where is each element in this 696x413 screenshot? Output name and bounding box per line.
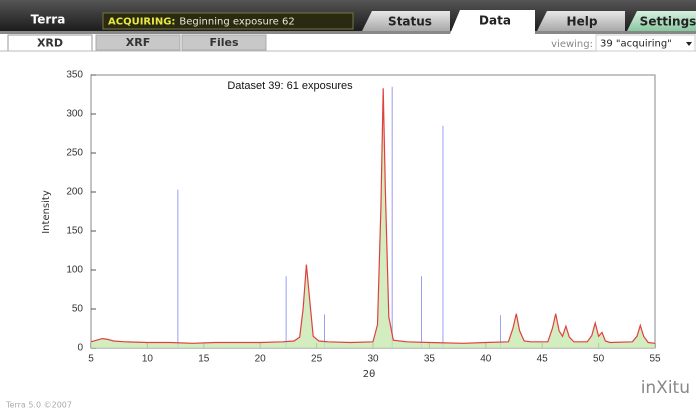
x-tick-label: 40 bbox=[480, 354, 492, 365]
subtab-label[interactable]: Files bbox=[209, 36, 239, 49]
peak-fill bbox=[91, 88, 655, 349]
y-tick-label: 200 bbox=[66, 187, 83, 198]
x-tick-label: 30 bbox=[367, 354, 379, 365]
version-text: Terra 5.0 ©2007 bbox=[5, 401, 72, 410]
x-tick-label: 10 bbox=[142, 354, 154, 365]
status-label: ACQUIRING: bbox=[108, 17, 175, 28]
y-tick-label: 50 bbox=[72, 304, 84, 315]
status-box bbox=[102, 12, 354, 30]
tab[interactable] bbox=[537, 11, 625, 31]
top-bar-edge bbox=[0, 31, 696, 34]
viewing-select[interactable] bbox=[595, 34, 696, 52]
y-tick-label: 250 bbox=[66, 148, 83, 159]
tab-label[interactable]: Data bbox=[479, 14, 511, 28]
y-axis-label: Intensity bbox=[41, 190, 52, 234]
y-tick-label: 350 bbox=[66, 70, 83, 81]
x-tick-label: 55 bbox=[649, 354, 661, 365]
x-tick-label: 45 bbox=[537, 354, 549, 365]
tab[interactable] bbox=[362, 11, 450, 31]
tab-label[interactable]: Status bbox=[388, 15, 432, 29]
intensity-line bbox=[90, 88, 656, 344]
plot-frame bbox=[90, 74, 656, 349]
subtab[interactable] bbox=[181, 34, 267, 51]
status-message: ACQUIRING: Beginning exposure 62 bbox=[108, 17, 295, 28]
y-tick-label: 100 bbox=[66, 265, 83, 276]
subtab[interactable] bbox=[95, 34, 181, 51]
tab-label[interactable]: Settings bbox=[640, 15, 696, 29]
app-name: Terra bbox=[31, 13, 66, 27]
y-tick-label: 150 bbox=[66, 226, 83, 237]
tab-active[interactable] bbox=[450, 10, 535, 34]
select-arrow[interactable] bbox=[686, 42, 692, 46]
viewing-value[interactable]: 39 "acquiring" bbox=[600, 39, 672, 50]
logo: inXitu bbox=[641, 378, 690, 398]
x-tick-label: 5 bbox=[88, 354, 94, 365]
tab-label[interactable]: Help bbox=[567, 15, 598, 29]
y-tick-label: 0 bbox=[77, 343, 83, 354]
y-tick-label: 300 bbox=[66, 109, 83, 120]
x-tick-label: 20 bbox=[255, 354, 267, 365]
subtab-label[interactable]: XRF bbox=[126, 36, 150, 49]
x-axis-label: 2θ bbox=[363, 369, 375, 380]
tab[interactable] bbox=[627, 11, 696, 31]
x-tick-label: 25 bbox=[311, 354, 323, 365]
x-tick-label: 50 bbox=[593, 354, 605, 365]
chart-title: Dataset 39: 61 exposures bbox=[227, 80, 353, 92]
viewing-label: viewing: bbox=[551, 39, 593, 50]
status-text: Beginning exposure 62 bbox=[179, 17, 294, 28]
x-tick-label: 35 bbox=[424, 354, 436, 365]
x-tick-label: 15 bbox=[198, 354, 210, 365]
subtab-label[interactable]: XRD bbox=[37, 37, 63, 50]
